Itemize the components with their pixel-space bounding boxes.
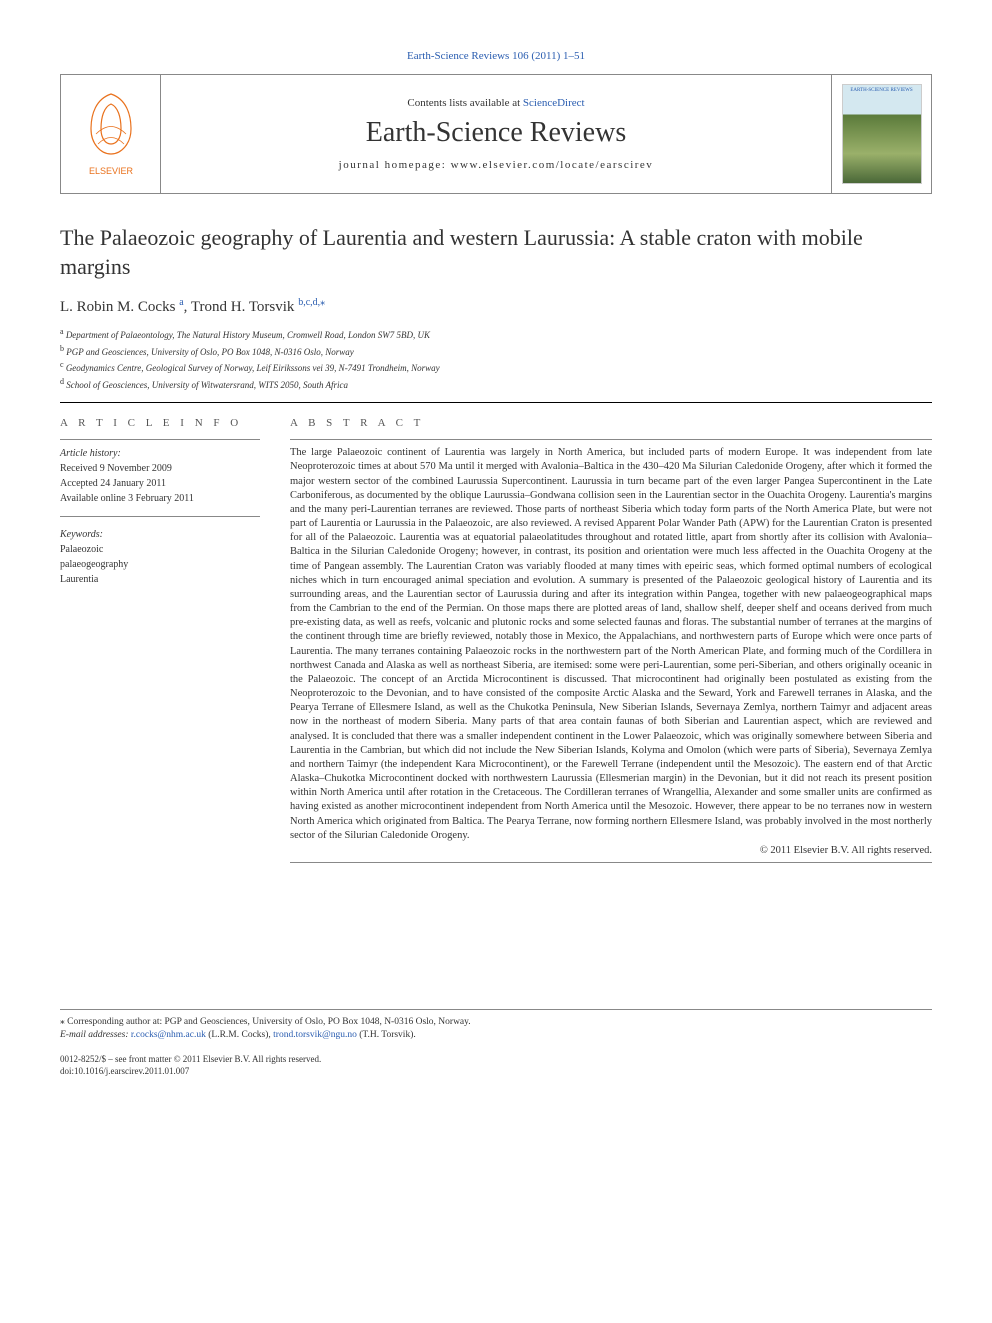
affiliation-b: b PGP and Geosciences, University of Osl… bbox=[60, 343, 932, 360]
author-0: L. Robin M. Cocks a bbox=[60, 299, 184, 315]
page-header-citation[interactable]: Earth-Science Reviews 106 (2011) 1–51 bbox=[60, 50, 932, 62]
journal-cover-icon: EARTH-SCIENCE REVIEWS bbox=[842, 84, 922, 184]
affiliation-d: d School of Geosciences, University of W… bbox=[60, 376, 932, 393]
footer-meta: 0012-8252/$ – see front matter © 2011 El… bbox=[60, 1053, 932, 1078]
elsevier-logo-icon: ELSEVIER bbox=[76, 89, 146, 179]
affiliation-c: c Geodynamics Centre, Geological Survey … bbox=[60, 359, 932, 376]
email-0[interactable]: r.cocks@nhm.ac.uk bbox=[131, 1030, 206, 1040]
keywords: Keywords: Palaeozoic palaeogeography Lau… bbox=[60, 527, 260, 587]
cover-thumb-label: EARTH-SCIENCE REVIEWS bbox=[843, 88, 921, 93]
homepage-prefix: journal homepage: bbox=[339, 159, 451, 171]
keyword-2: Laurentia bbox=[60, 572, 260, 587]
email-line: E-mail addresses: r.cocks@nhm.ac.uk (L.R… bbox=[60, 1029, 932, 1042]
front-matter-line: 0012-8252/$ – see front matter © 2011 El… bbox=[60, 1053, 932, 1066]
email-label: E-mail addresses: bbox=[60, 1030, 129, 1040]
article-info-heading: A R T I C L E I N F O bbox=[60, 417, 260, 429]
info-abstract-row: A R T I C L E I N F O Article history: R… bbox=[60, 417, 932, 869]
abstract-rule-top bbox=[290, 439, 932, 440]
keyword-0: Palaeozoic bbox=[60, 542, 260, 557]
homepage-line: journal homepage: www.elsevier.com/locat… bbox=[339, 159, 654, 171]
footer: ⁎ Corresponding author at: PGP and Geosc… bbox=[60, 1009, 932, 1078]
authors: L. Robin M. Cocks a, Trond H. Torsvik b,… bbox=[60, 297, 932, 316]
abstract-heading: A B S T R A C T bbox=[290, 417, 932, 429]
affiliation-a: a Department of Palaeontology, The Natur… bbox=[60, 326, 932, 343]
abstract-copyright: © 2011 Elsevier B.V. All rights reserved… bbox=[290, 845, 932, 856]
masthead-center: Contents lists available at ScienceDirec… bbox=[161, 75, 831, 193]
history-accepted: Accepted 24 January 2011 bbox=[60, 476, 260, 491]
article-history: Article history: Received 9 November 200… bbox=[60, 446, 260, 517]
publisher-logo-box: ELSEVIER bbox=[61, 75, 161, 193]
history-label: Article history: bbox=[60, 446, 260, 461]
contents-prefix: Contents lists available at bbox=[407, 97, 522, 109]
email-1-paren: (T.H. Torsvik). bbox=[359, 1030, 416, 1040]
masthead: ELSEVIER Contents lists available at Sci… bbox=[60, 74, 932, 194]
email-1[interactable]: trond.torsvik@ngu.no bbox=[273, 1030, 357, 1040]
abstract-rule-bottom bbox=[290, 862, 932, 863]
journal-name: Earth-Science Reviews bbox=[366, 117, 626, 149]
keyword-1: palaeogeography bbox=[60, 557, 260, 572]
affiliations: a Department of Palaeontology, The Natur… bbox=[60, 326, 932, 392]
abstract-column: A B S T R A C T The large Palaeozoic con… bbox=[290, 417, 932, 869]
corresponding-mark-icon[interactable]: ⁎ bbox=[320, 297, 325, 308]
divider-rule bbox=[60, 402, 932, 403]
elsevier-logo-text: ELSEVIER bbox=[88, 166, 133, 176]
email-0-paren: (L.R.M. Cocks), bbox=[208, 1030, 271, 1040]
author-1: Trond H. Torsvik b,c,d,⁎ bbox=[191, 299, 325, 315]
history-online: Available online 3 February 2011 bbox=[60, 491, 260, 506]
history-received: Received 9 November 2009 bbox=[60, 461, 260, 476]
keywords-label: Keywords: bbox=[60, 527, 260, 542]
article-info-column: A R T I C L E I N F O Article history: R… bbox=[60, 417, 260, 869]
info-rule-top bbox=[60, 439, 260, 440]
cover-thumb-box: EARTH-SCIENCE REVIEWS bbox=[831, 75, 931, 193]
corresponding-note: ⁎ Corresponding author at: PGP and Geosc… bbox=[60, 1016, 932, 1029]
article-title: The Palaeozoic geography of Laurentia an… bbox=[60, 224, 932, 281]
sciencedirect-link[interactable]: ScienceDirect bbox=[523, 97, 585, 109]
contents-line: Contents lists available at ScienceDirec… bbox=[407, 97, 584, 109]
doi-line: doi:10.1016/j.earscirev.2011.01.007 bbox=[60, 1065, 932, 1078]
homepage-url[interactable]: www.elsevier.com/locate/earscirev bbox=[451, 159, 654, 171]
abstract-body: The large Palaeozoic continent of Lauren… bbox=[290, 446, 932, 843]
